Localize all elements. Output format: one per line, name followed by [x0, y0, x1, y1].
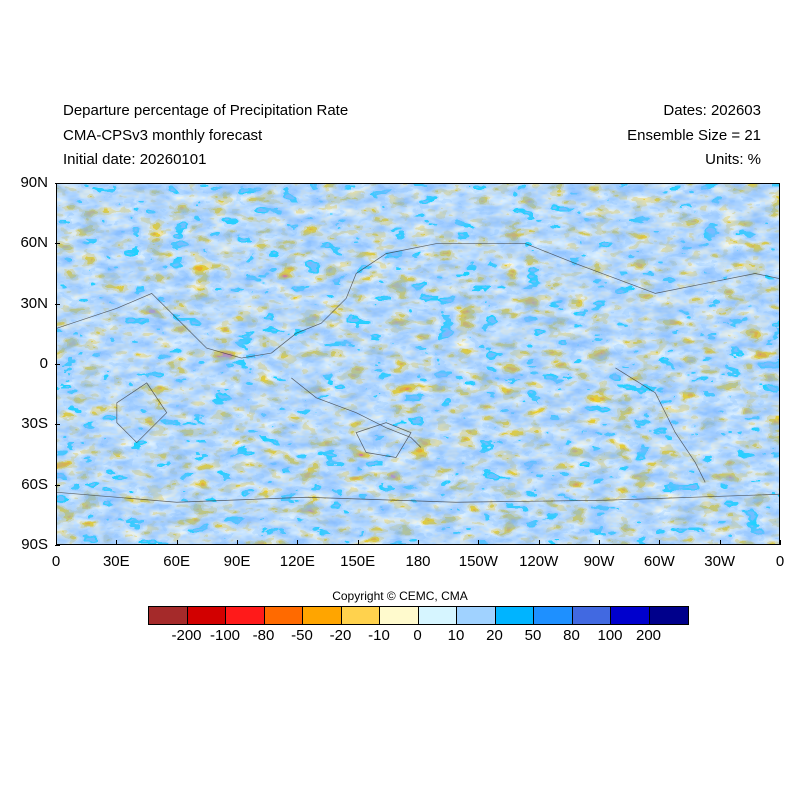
map-title: Departure percentage of Precipitation Ra… — [63, 102, 349, 119]
lat-tick — [55, 364, 60, 365]
lon-tick-label: 150E — [340, 553, 376, 570]
lon-tick — [237, 540, 238, 545]
colorbar-label: -80 — [252, 627, 275, 644]
lon-tick-label: 150W — [458, 553, 498, 570]
lon-tick-label: 90E — [223, 553, 251, 570]
colorbar-swatch — [572, 607, 611, 624]
lon-tick — [719, 540, 721, 545]
colorbar-label: 80 — [563, 627, 580, 644]
precipitation-map — [56, 183, 780, 545]
ensemble-size-label: Ensemble Size = 21 — [627, 127, 761, 144]
colorbar-label: -50 — [291, 627, 313, 644]
lon-tick — [780, 540, 781, 545]
lon-tick-label: 60W — [643, 553, 675, 570]
lat-tick — [55, 303, 60, 305]
lat-tick-label: 90S — [21, 536, 48, 553]
colorbar-swatch — [534, 607, 573, 624]
colorbar-swatch — [418, 607, 457, 624]
colorbar-swatch — [264, 607, 303, 624]
lon-tick — [56, 540, 57, 545]
lat-tick-label: 0 — [39, 355, 48, 372]
lon-tick — [116, 540, 118, 545]
precipitation-field — [57, 184, 779, 544]
lat-tick-label: 60S — [21, 475, 48, 493]
units-label: Units: % — [705, 151, 761, 168]
colorbar-swatch — [187, 607, 226, 624]
lon-tick — [478, 540, 480, 545]
lon-tick — [418, 540, 419, 545]
lat-tick-label: 60N — [20, 234, 48, 252]
colorbar-label: 20 — [486, 627, 503, 644]
lon-tick — [599, 540, 600, 545]
colorbar-swatch — [303, 607, 342, 624]
lon-tick — [297, 540, 299, 545]
colorbar-label: 50 — [524, 627, 542, 644]
lon-tick — [538, 540, 540, 545]
lon-tick-label: 0 — [51, 553, 61, 570]
colorbar-label: -20 — [329, 627, 352, 644]
lon-tick-label: 0 — [775, 553, 785, 570]
colorbar-swatch — [457, 607, 496, 624]
dates-label: Dates: 202603 — [663, 102, 761, 119]
lat-tick-label: 90N — [20, 174, 48, 191]
colorbar-swatch — [149, 607, 188, 624]
colorbar-swatch — [226, 607, 265, 624]
lat-tick — [55, 243, 60, 245]
colorbar-swatch — [495, 607, 534, 624]
lat-tick — [55, 183, 60, 184]
colorbar-label: -100 — [209, 627, 241, 644]
lon-tick — [176, 540, 178, 545]
lat-tick — [55, 424, 60, 426]
colorbar-label: 200 — [635, 627, 662, 644]
colorbar-label: -10 — [368, 627, 390, 644]
colorbar-swatch — [611, 607, 650, 624]
colorbar-label: 100 — [597, 627, 623, 644]
colorbar-swatch — [341, 607, 380, 624]
colorbar-label: 0 — [413, 627, 422, 644]
coastlines — [57, 243, 779, 503]
lon-tick — [659, 540, 661, 545]
lon-tick-label: 60E — [163, 553, 190, 570]
anomaly-field — [57, 184, 779, 544]
lon-tick-label: 30W — [704, 553, 736, 570]
lat-tick-label: 30N — [20, 294, 48, 312]
colorbar-swatch — [380, 607, 419, 624]
lat-tick — [55, 545, 60, 546]
map-subtitle: CMA-CPSv3 monthly forecast — [63, 127, 263, 144]
colorbar — [148, 606, 689, 625]
lon-tick-label: 120W — [519, 553, 559, 570]
lat-tick-label: 30S — [21, 415, 48, 433]
copyright-text: Copyright © CEMC, CMA — [332, 589, 468, 603]
lon-tick — [357, 540, 359, 545]
colorbar-label: 10 — [447, 627, 465, 644]
colorbar-label: -200 — [171, 627, 202, 644]
lon-tick-label: 180 — [405, 553, 431, 570]
colorbar-swatch — [649, 607, 688, 624]
lon-tick-label: 90W — [583, 553, 615, 570]
lon-tick-label: 30E — [102, 553, 130, 570]
lat-tick — [55, 484, 60, 486]
lon-tick-label: 120E — [279, 553, 315, 570]
initial-date-label: Initial date: 20260101 — [63, 151, 207, 168]
